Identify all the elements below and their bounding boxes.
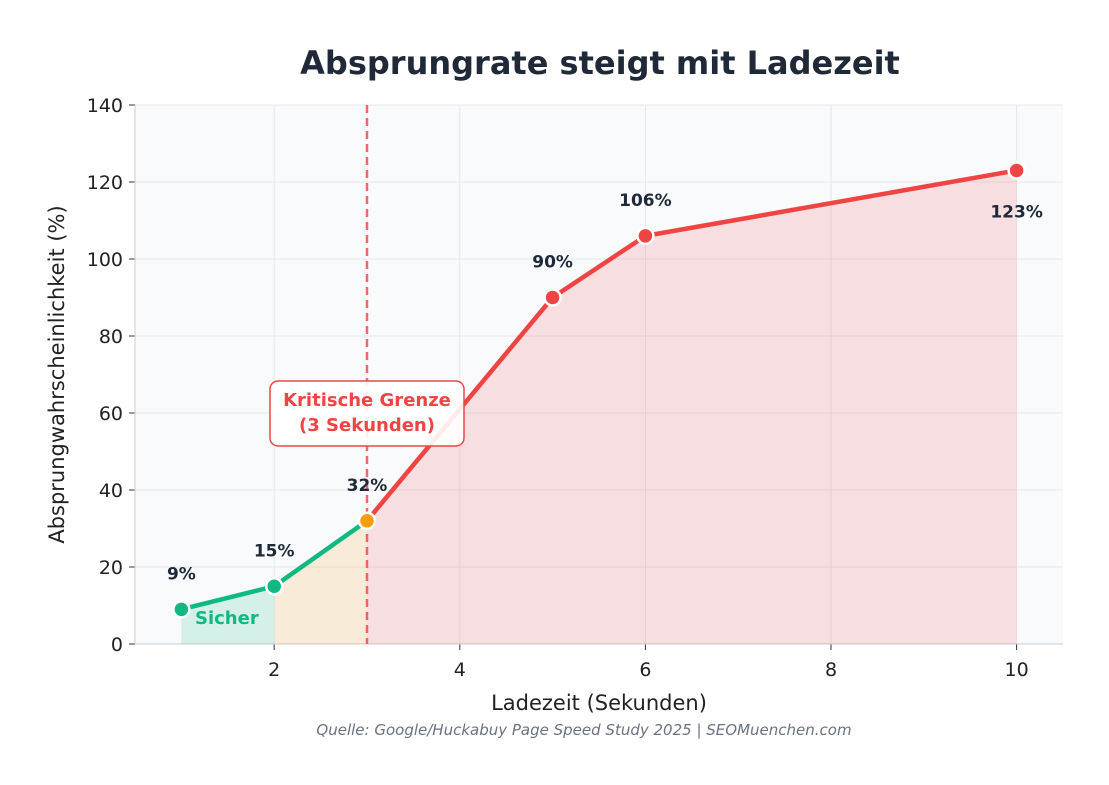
y-axis-label: Absprungwahrscheinlichkeit (%)	[45, 205, 69, 543]
data-label: 9%	[167, 564, 196, 584]
critical-zone-area	[367, 170, 1017, 644]
data-point	[357, 511, 377, 531]
data-label: 106%	[619, 191, 672, 211]
y-tick-label: 100	[87, 249, 123, 271]
x-tick-label: 10	[1005, 659, 1029, 681]
source-note: Quelle: Google/Huckabuy Page Speed Study…	[316, 721, 851, 739]
data-point	[543, 288, 562, 307]
x-tick-label: 6	[639, 659, 651, 681]
data-label: 123%	[990, 202, 1043, 222]
data-point	[172, 600, 191, 619]
plot-background	[135, 105, 1063, 644]
threshold-label-line2: (3 Sekunden)	[299, 415, 435, 436]
y-tick-label: 120	[87, 172, 123, 194]
y-tick-label: 60	[99, 403, 123, 425]
data-label: 32%	[347, 476, 388, 496]
y-tick-label: 80	[99, 326, 123, 348]
data-point	[1007, 161, 1026, 180]
threshold-label-line1: Kritische Grenze	[283, 390, 451, 411]
y-tick-label: 40	[99, 480, 123, 502]
warning-zone-area	[274, 520, 367, 644]
data-point	[636, 226, 655, 246]
y-tick-label: 140	[87, 95, 123, 117]
x-tick-label: 4	[454, 659, 466, 681]
data-point	[264, 577, 284, 596]
y-tick-label: 20	[99, 557, 123, 579]
safe-zone-area	[181, 586, 275, 644]
x-tick-label: 8	[825, 659, 837, 681]
chart-title: Absprungrate steigt mit Ladezeit	[300, 44, 900, 82]
data-label: 90%	[532, 253, 573, 273]
y-tick-label: 0	[111, 634, 123, 656]
x-axis-label: Ladezeit (Sekunden)	[491, 691, 707, 715]
data-label: 15%	[254, 541, 295, 561]
safe-zone-label: Sicher	[195, 608, 259, 629]
threshold-label-box	[269, 380, 465, 447]
x-tick-label: 2	[268, 659, 280, 681]
